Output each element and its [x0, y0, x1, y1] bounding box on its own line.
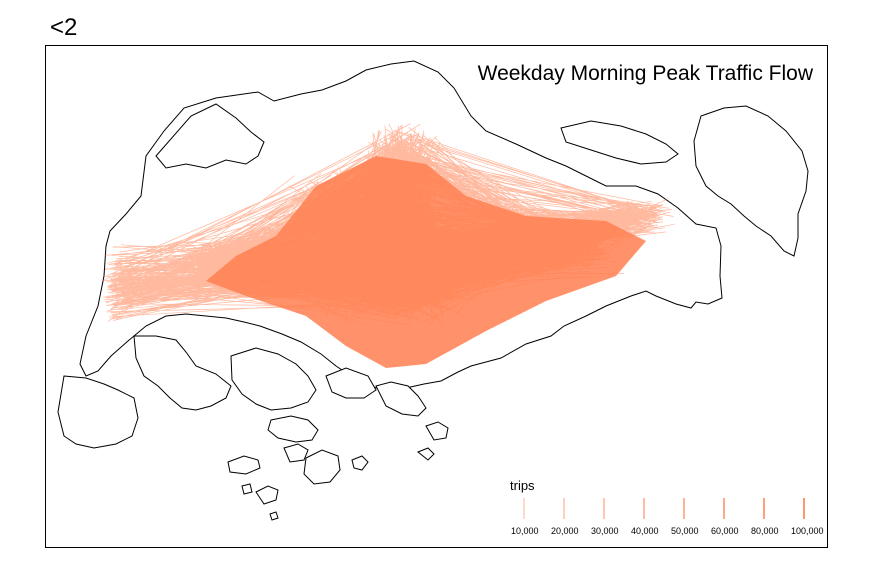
legend-label: 60,000 [711, 526, 739, 536]
southern-island-d [303, 449, 341, 485]
south-coast-outline [325, 367, 377, 399]
east-island-outline [693, 105, 809, 257]
traffic-flow-lines [102, 123, 675, 368]
panel-label: <2 [50, 14, 78, 41]
legend-title: trips [510, 478, 535, 493]
map-canvas [57, 60, 809, 521]
southern-island-j [269, 511, 279, 521]
southern-island-i [241, 483, 253, 495]
legend-label: 40,000 [631, 526, 659, 536]
legend-label: 30,000 [591, 526, 619, 536]
legend-label: 20,000 [551, 526, 579, 536]
southern-island-a [267, 415, 319, 443]
legend-swatches [523, 498, 805, 519]
legend-label: 80,000 [751, 526, 779, 536]
jurong-island-outline [230, 347, 317, 411]
map-panel: Weekday Morning Peak Traffic Flow trips … [45, 45, 828, 548]
flow-core [206, 156, 646, 368]
jurong-islands-outline [57, 375, 139, 449]
southern-island-f [425, 421, 449, 441]
legend-label: 100,000 [791, 526, 824, 536]
northwest-shore-outline [155, 103, 265, 169]
ubin-island-outline [560, 120, 679, 165]
sentosa-outline [375, 381, 427, 417]
southern-island-b [283, 443, 309, 463]
southern-island-g [351, 455, 369, 471]
southern-island-h [417, 447, 435, 461]
legend-label: 50,000 [671, 526, 699, 536]
map-title: Weekday Morning Peak Traffic Flow [477, 62, 813, 85]
southern-island-e [255, 485, 279, 505]
southern-island-c [227, 455, 261, 475]
legend-label: 10,000 [511, 526, 539, 536]
tuas-outline [133, 335, 232, 411]
